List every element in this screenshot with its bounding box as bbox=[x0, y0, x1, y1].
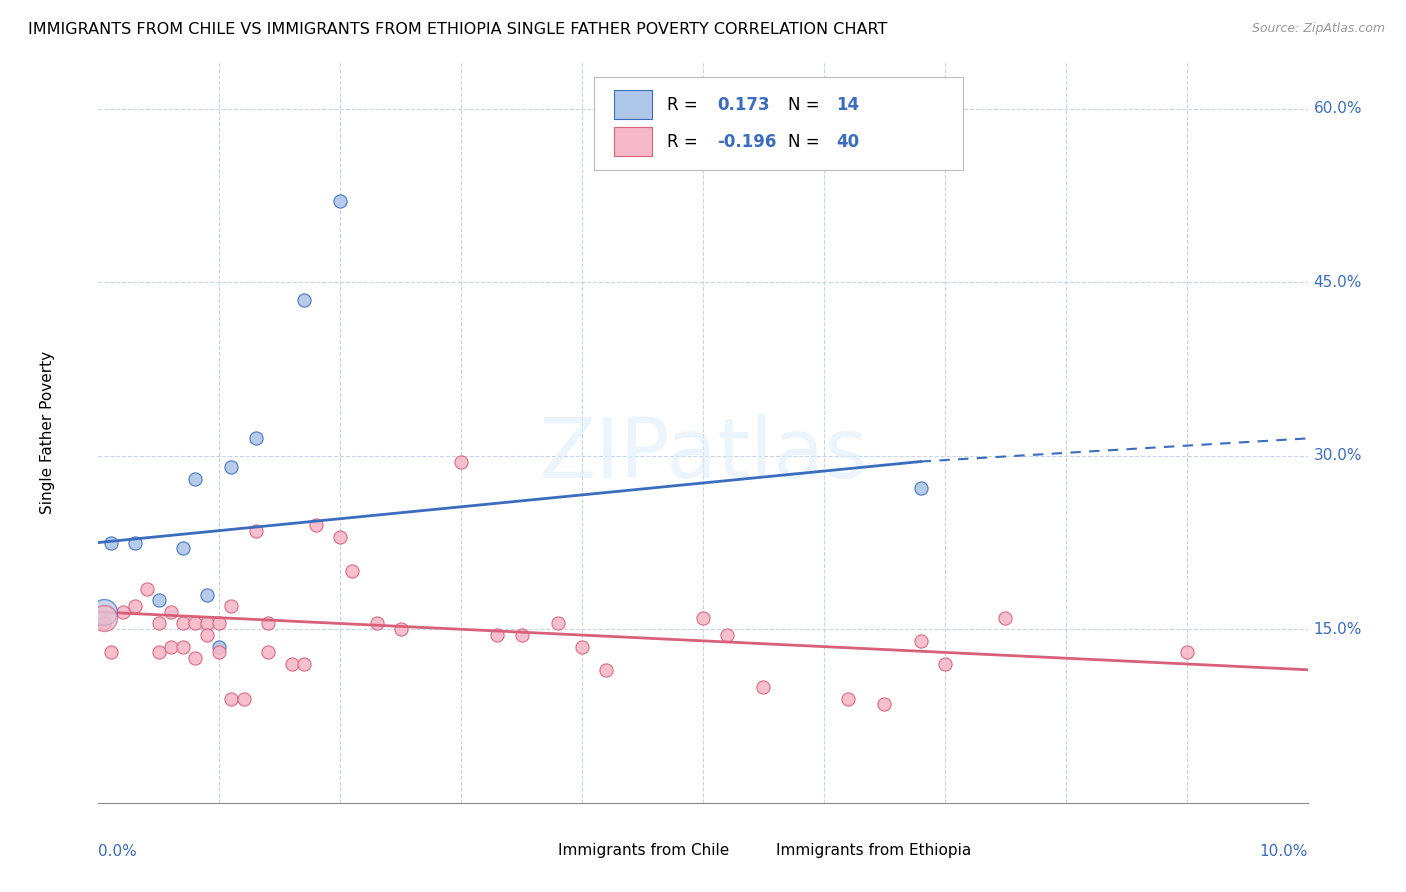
Point bbox=[195, 588, 218, 602]
Point bbox=[910, 481, 932, 495]
Point bbox=[184, 472, 207, 486]
Point bbox=[292, 293, 315, 307]
Point bbox=[124, 599, 146, 614]
Point bbox=[100, 535, 122, 549]
Point bbox=[208, 645, 231, 659]
Point bbox=[595, 663, 617, 677]
Text: Immigrants from Ethiopia: Immigrants from Ethiopia bbox=[776, 843, 970, 858]
Point bbox=[184, 651, 207, 665]
Point bbox=[172, 541, 194, 556]
Point bbox=[716, 628, 738, 642]
Point bbox=[195, 628, 218, 642]
Point bbox=[450, 454, 472, 468]
Text: 14: 14 bbox=[837, 95, 859, 113]
Point bbox=[571, 640, 593, 654]
Text: 0.0%: 0.0% bbox=[98, 844, 138, 858]
Point bbox=[221, 691, 243, 706]
Text: Single Father Poverty: Single Father Poverty bbox=[41, 351, 55, 514]
Point bbox=[752, 680, 775, 694]
Text: N =: N = bbox=[787, 95, 824, 113]
Text: 10.0%: 10.0% bbox=[1260, 844, 1308, 858]
Point bbox=[366, 616, 388, 631]
Text: 40: 40 bbox=[837, 133, 859, 151]
Point bbox=[172, 640, 194, 654]
Point bbox=[148, 645, 170, 659]
Text: ZIPatlas: ZIPatlas bbox=[538, 414, 868, 495]
Point bbox=[160, 640, 183, 654]
Point bbox=[329, 194, 352, 209]
Text: 15.0%: 15.0% bbox=[1313, 622, 1362, 637]
Point bbox=[486, 628, 509, 642]
Point bbox=[160, 605, 183, 619]
Point bbox=[256, 645, 278, 659]
Point bbox=[994, 610, 1017, 624]
Point bbox=[124, 535, 146, 549]
Text: Source: ZipAtlas.com: Source: ZipAtlas.com bbox=[1251, 22, 1385, 36]
Text: 45.0%: 45.0% bbox=[1313, 275, 1362, 290]
FancyBboxPatch shape bbox=[613, 90, 652, 120]
Point bbox=[256, 616, 278, 631]
Text: 0.173: 0.173 bbox=[717, 95, 770, 113]
Point bbox=[221, 460, 243, 475]
Text: R =: R = bbox=[666, 95, 703, 113]
Point bbox=[93, 610, 115, 624]
Point bbox=[148, 593, 170, 607]
Point bbox=[135, 582, 157, 596]
Text: -0.196: -0.196 bbox=[717, 133, 778, 151]
Point bbox=[208, 616, 231, 631]
Text: Immigrants from Chile: Immigrants from Chile bbox=[558, 843, 730, 858]
Point bbox=[245, 524, 267, 538]
Point bbox=[208, 640, 231, 654]
Point bbox=[934, 657, 956, 671]
Point bbox=[245, 431, 267, 445]
Point bbox=[93, 616, 115, 631]
Point bbox=[281, 657, 304, 671]
Point bbox=[389, 622, 412, 636]
Text: 60.0%: 60.0% bbox=[1313, 101, 1362, 116]
FancyBboxPatch shape bbox=[744, 838, 770, 864]
FancyBboxPatch shape bbox=[595, 78, 963, 169]
FancyBboxPatch shape bbox=[613, 127, 652, 156]
Point bbox=[172, 616, 194, 631]
Point bbox=[111, 605, 134, 619]
Point bbox=[100, 645, 122, 659]
Point bbox=[510, 628, 533, 642]
Point bbox=[910, 633, 932, 648]
Text: N =: N = bbox=[787, 133, 824, 151]
Text: R =: R = bbox=[666, 133, 703, 151]
Point bbox=[329, 530, 352, 544]
Point bbox=[93, 605, 115, 619]
Text: IMMIGRANTS FROM CHILE VS IMMIGRANTS FROM ETHIOPIA SINGLE FATHER POVERTY CORRELAT: IMMIGRANTS FROM CHILE VS IMMIGRANTS FROM… bbox=[28, 22, 887, 37]
Point bbox=[873, 698, 896, 712]
Point bbox=[232, 691, 254, 706]
Point bbox=[547, 616, 569, 631]
Point bbox=[342, 565, 364, 579]
Point bbox=[1175, 645, 1198, 659]
Point bbox=[837, 691, 859, 706]
Point bbox=[184, 616, 207, 631]
Point bbox=[305, 518, 328, 533]
FancyBboxPatch shape bbox=[526, 838, 553, 864]
Point bbox=[292, 657, 315, 671]
Point bbox=[148, 616, 170, 631]
Point bbox=[692, 610, 714, 624]
Point bbox=[221, 599, 243, 614]
Point bbox=[195, 616, 218, 631]
Text: 30.0%: 30.0% bbox=[1313, 449, 1362, 463]
